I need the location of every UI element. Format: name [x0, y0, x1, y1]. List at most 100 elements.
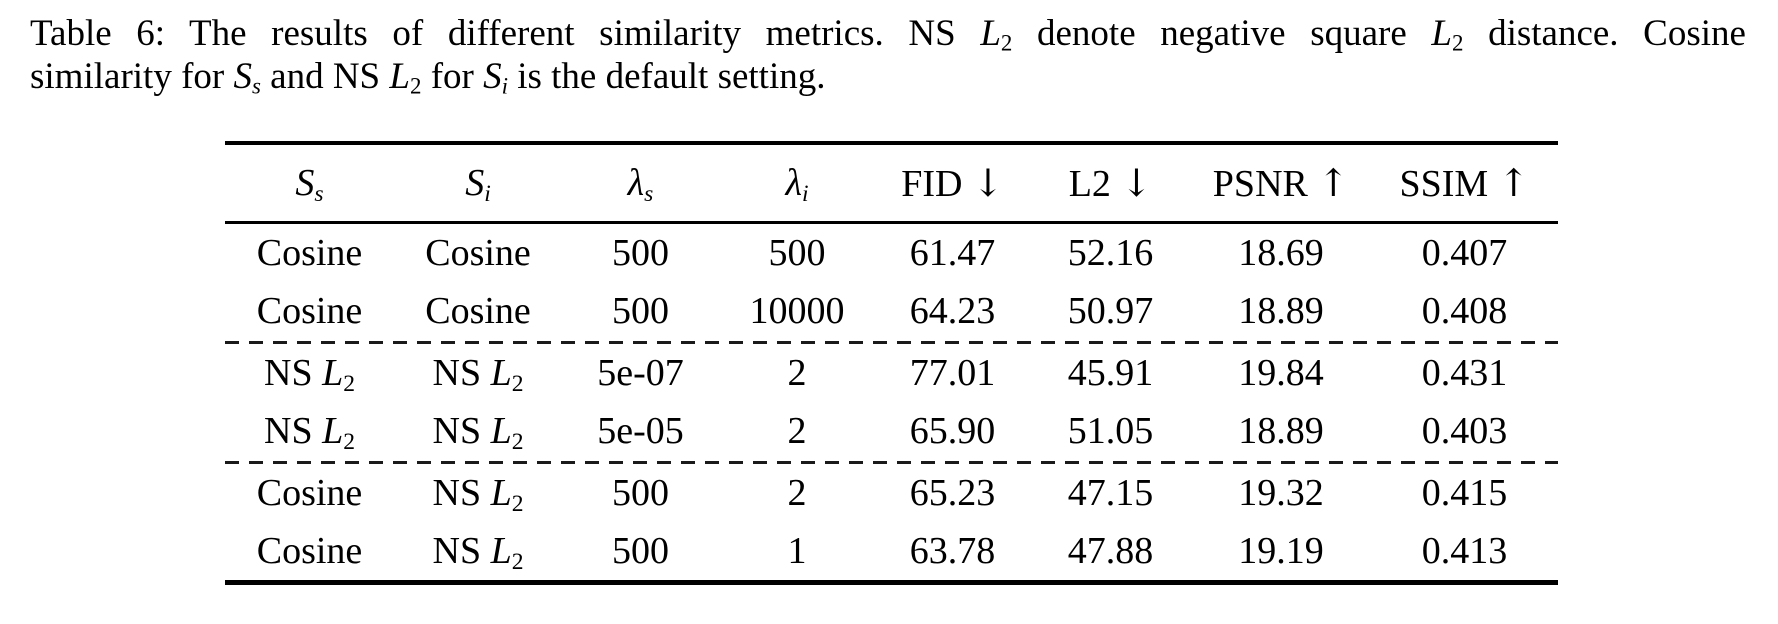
text-segment: and NS	[260, 56, 390, 97]
text-segment: 2	[343, 428, 355, 455]
text-segment: L	[322, 410, 344, 452]
caption-line-2: similarity for Ss and NS L2 for Si is th…	[30, 55, 1746, 98]
text-segment: 0.407	[1421, 232, 1508, 274]
table-cell: Cosine	[225, 464, 394, 522]
text-segment: 0.408	[1421, 290, 1508, 332]
table-caption: Table 6: The results of different simila…	[30, 12, 1746, 98]
column-header-l2: L2 ↓	[1030, 143, 1191, 224]
text-segment: 500	[612, 290, 669, 332]
table-cell: 5e-05	[562, 402, 719, 460]
table-body: Cosine Cosine 500 500 61.47 52.16 18.69 0.407 Co…	[225, 223, 1558, 583]
text-segment: FID	[901, 162, 972, 205]
table-cell: 500	[562, 282, 719, 340]
text-segment: Cosine	[256, 472, 363, 514]
table-row: Cosine Cosine 500 10000 64.23 50.97 18.89 0.408	[225, 282, 1558, 340]
column-header-similarity-i: Si	[394, 143, 562, 224]
text-segment: S	[465, 162, 485, 204]
table-row: NS L2 NS L2 5e-05 2 65.90 51.05 18.89 0.403	[225, 402, 1558, 460]
text-segment: L	[389, 56, 410, 97]
text-segment: L	[980, 13, 1001, 54]
table-cell: 0.407	[1371, 223, 1558, 283]
column-header-psnr: PSNR ↑	[1191, 143, 1371, 224]
column-header-similarity-s: Ss	[225, 143, 394, 224]
table-cell: Cosine	[394, 282, 562, 340]
column-header-lambda-i: λi	[719, 143, 875, 224]
text-segment: L	[490, 352, 512, 394]
header-row: Ss Si λs λi FID ↓ L2 ↓ PSNR ↑ SSIM ↑	[225, 143, 1558, 224]
text-segment: 18.89	[1238, 290, 1324, 332]
down-arrow-icon: ↓	[1120, 160, 1153, 205]
text-segment: s	[251, 73, 261, 99]
text-segment: NS	[432, 530, 491, 572]
text-segment: L	[1431, 13, 1452, 54]
text-segment: 2	[511, 370, 524, 397]
table-cell: 0.403	[1371, 402, 1558, 460]
text-segment: 45.91	[1067, 352, 1154, 394]
text-segment: 19.19	[1238, 530, 1324, 572]
dashed-separator	[225, 340, 1558, 344]
table-cell: NS L2	[394, 402, 562, 460]
table-cell: 500	[562, 223, 719, 283]
text-segment: i	[484, 180, 491, 207]
text-segment: 18.69	[1238, 232, 1324, 274]
table-cell: 10000	[719, 282, 875, 340]
text-segment: i	[501, 73, 508, 99]
text-segment: 0.415	[1421, 472, 1508, 514]
table-cell: 0.431	[1371, 344, 1558, 402]
text-segment: 64.23	[909, 290, 996, 332]
text-segment: 500	[612, 530, 669, 572]
text-segment: 2	[787, 472, 807, 514]
text-segment: L	[490, 472, 512, 514]
table-cell: NS L2	[394, 522, 562, 583]
table-cell: 2	[719, 344, 875, 402]
text-segment: NS	[432, 410, 491, 452]
text-segment: 5e-07	[597, 352, 684, 394]
table-cell: 65.23	[875, 464, 1030, 522]
table-cell: 50.97	[1030, 282, 1191, 340]
text-segment: NS	[432, 472, 491, 514]
text-segment: 500	[612, 472, 669, 514]
table-cell: 64.23	[875, 282, 1030, 340]
text-segment: 500	[768, 232, 826, 274]
text-segment: 65.23	[909, 472, 996, 514]
table-cell: 65.90	[875, 402, 1030, 460]
text-segment: NS	[264, 410, 323, 452]
table-row: Cosine Cosine 500 500 61.47 52.16 18.69 0.407	[225, 223, 1558, 283]
table-cell: Cosine	[225, 223, 394, 283]
text-segment: 50.97	[1067, 290, 1154, 332]
table-cell: 1	[719, 522, 875, 583]
text-segment: Cosine	[256, 530, 363, 572]
table-cell: NS L2	[225, 402, 394, 460]
text-segment: 2	[409, 73, 422, 99]
table-cell: 2	[719, 402, 875, 460]
table-row: Cosine NS L2 500 2 65.23 47.15 19.32 0.415	[225, 464, 1558, 522]
down-arrow-icon: ↓	[971, 160, 1004, 205]
column-header-fid: FID ↓	[875, 143, 1030, 224]
text-segment: L	[490, 530, 512, 572]
text-segment: L2	[1068, 162, 1121, 205]
text-segment: NS	[264, 352, 323, 394]
text-segment: 0.431	[1421, 352, 1508, 394]
text-segment: 2	[511, 490, 524, 517]
text-segment: 19.84	[1238, 352, 1324, 394]
table-cell: 77.01	[875, 344, 1030, 402]
text-segment: 2	[787, 352, 807, 394]
table-cell: Cosine	[225, 522, 394, 583]
results-table: Ss Si λs λi FID ↓ L2 ↓ PSNR ↑ SSIM ↑ Cosine Cosi…	[225, 141, 1558, 585]
text-segment: NS	[432, 352, 491, 394]
text-segment: 2	[511, 548, 524, 575]
text-segment: 47.88	[1067, 530, 1154, 572]
table-cell: NS L2	[394, 344, 562, 402]
text-segment: L	[322, 352, 344, 394]
table-cell: 500	[719, 223, 875, 283]
text-segment: similarity for	[30, 56, 234, 97]
column-header-lambda-s: λs	[562, 143, 719, 224]
text-segment: Table 6: The results of different simila…	[30, 13, 981, 54]
text-segment: i	[801, 180, 809, 207]
text-segment: 10000	[749, 290, 845, 332]
table-cell: 19.32	[1191, 464, 1371, 522]
table-cell: 52.16	[1030, 223, 1191, 283]
text-segment: 51.05	[1067, 410, 1154, 452]
text-segment: 2	[1000, 30, 1013, 56]
